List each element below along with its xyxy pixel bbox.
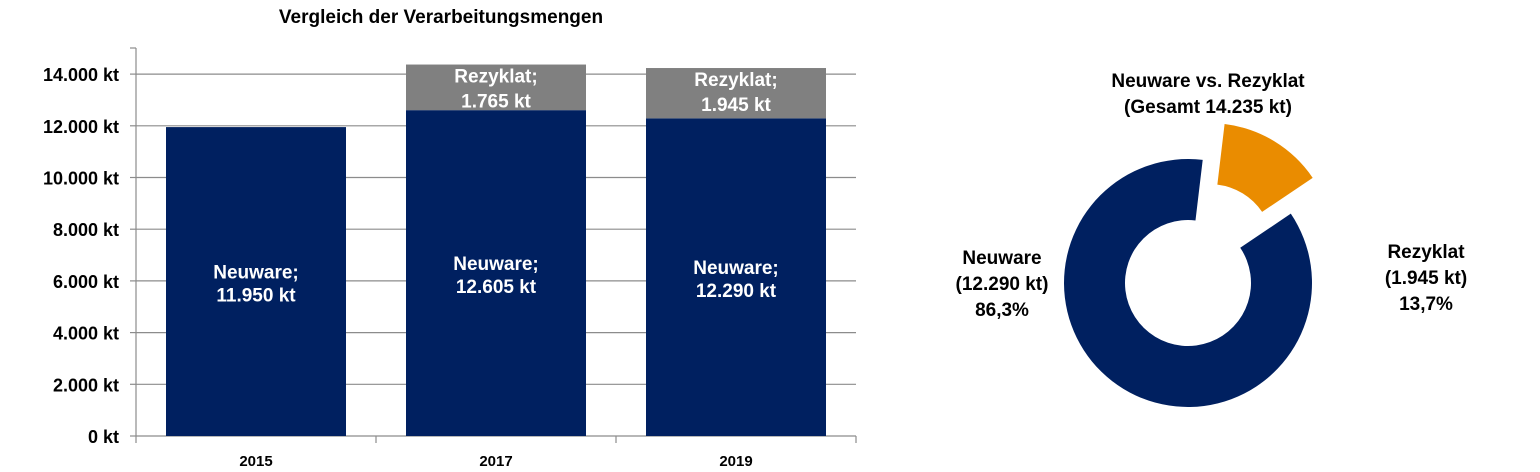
y-tick-label: 10.000 kt [43,169,119,189]
bar-neuware-2019 [646,118,826,436]
x-tick-label: 2017 [479,453,512,470]
data-label: 12.290 kt [696,281,777,302]
bar-marks [166,64,826,436]
data-label: Neuware; [453,254,539,275]
x-tick-label: 2015 [239,453,272,470]
y-tick-label: 0 kt [88,427,119,447]
donut-chart-title-line2: (Gesamt 14.235 kt) [1124,97,1292,118]
y-tick-label: 2.000 kt [53,375,119,395]
donut-chart-title-line1: Neuware vs. Rezyklat [1111,71,1305,92]
slice-rezyklat [1217,124,1313,212]
x-tick-label: 2019 [719,453,752,470]
data-label: Rezyklat; [694,70,777,91]
data-label: Neuware; [213,263,299,284]
bar-chart-title: Vergleich der Verarbeitungsmengen [279,7,603,28]
slice-neuware [1063,158,1312,407]
bar-neuware-2015 [166,127,346,436]
donut-chart: Neuware vs. Rezyklat (Gesamt 14.235 kt) … [956,71,1468,407]
bar-rezyklat-2017 [406,64,586,111]
data-label: Neuware; [693,258,779,279]
y-tick-label: 6.000 kt [53,272,119,292]
slice-label-rezyklat-value: (1.945 kt) [1385,268,1467,289]
slice-label-neuware-name: Neuware [962,248,1041,269]
bar-neuware-2017 [406,110,586,436]
bar-rezyklat-2019 [646,68,826,119]
data-label: 12.605 kt [456,277,537,298]
slice-label-neuware-value: (12.290 kt) [956,274,1049,295]
data-label: 1.945 kt [701,95,771,116]
data-label: 11.950 kt [216,286,296,307]
y-tick-label: 14.000 kt [43,65,119,85]
y-tick-label: 8.000 kt [53,220,119,240]
slice-label-rezyklat-name: Rezyklat [1387,242,1465,263]
data-label: 1.765 kt [461,92,531,113]
y-tick-label: 12.000 kt [43,117,119,137]
slice-label-rezyklat-percent: 13,7% [1399,294,1453,315]
slice-label-neuware-percent: 86,3% [975,300,1029,321]
y-tick-label: 4.000 kt [53,324,119,344]
bar-chart: Vergleich der Verarbeitungsmengen 0 kt 2.… [43,7,857,470]
data-label: Rezyklat; [454,67,537,88]
donut-labels: Neuware (12.290 kt) 86,3% Rezyklat (1.945 kt… [956,242,1468,321]
donut-slices [1063,124,1313,407]
